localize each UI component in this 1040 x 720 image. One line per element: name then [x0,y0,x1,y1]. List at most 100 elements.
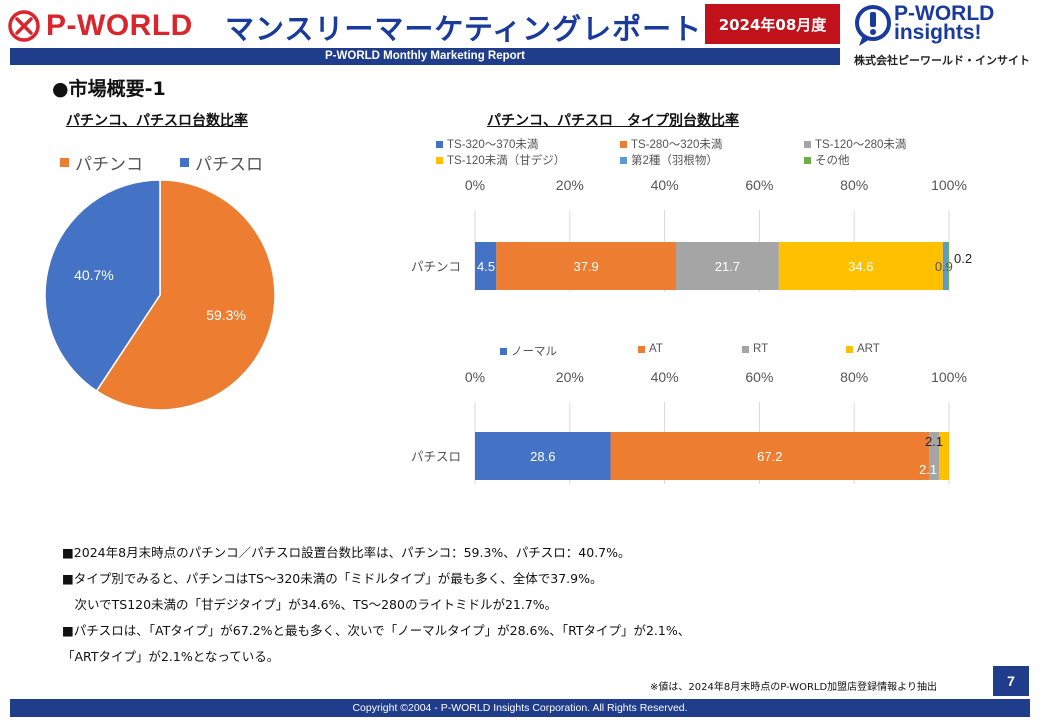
bar-data-label: 67.2 [757,449,782,464]
x-tick-label: 0% [465,369,485,385]
date-badge: 2024年08月度 [705,4,840,44]
legend-item: TS-120未満（甘デジ） [436,152,565,168]
legend-item: ノーマル [500,343,557,359]
stacked-chart-title: パチンコ、パチスロ タイプ別台数比率 [487,113,739,129]
x-tick-label: 100% [931,369,967,385]
bar-segment [948,242,949,290]
logo-text: P-WORLD [46,9,193,42]
x-tick-label: 40% [651,369,679,385]
legend-item: 第2種（羽根物） [620,152,718,168]
legend-swatch [804,156,811,164]
legend-label: ノーマル [511,346,557,358]
x-tick-label: 60% [745,369,773,385]
legend-label: TS-120～280未満 [815,139,907,151]
category-label: パチンコ [411,260,461,274]
legend-swatch [500,347,507,355]
x-tick-label: 100% [931,177,967,193]
pie-legend-label: パチンコ [75,155,143,174]
x-tick-label: 40% [651,177,679,193]
pie-legend-item: パチンコ [60,150,143,175]
pworld-logo-icon [8,10,40,42]
insights-logo: P-WORLD insights! 株式会社ピーワールド・インサイト [852,2,1037,68]
pworld-logo: P-WORLD [8,8,193,44]
bar-data-label: 0.2 [954,251,972,266]
pie-data-label: 40.7% [74,267,114,283]
report-title: マンスリーマーケティングレポート [225,12,703,46]
pie-chart: 59.3% 40.7% [44,179,276,411]
legend-item: TS-280～320未満 [620,136,722,152]
x-tick-label: 20% [556,177,584,193]
legend-label: AT [649,343,663,355]
legend-item: RT [742,343,768,355]
copyright-bar: Copyright ©2004 - P-WORLD Insights Corpo… [10,699,1030,717]
note-line: ■2024年8月末時点のパチンコ／パチスロ設置台数比率は、パチンコ：59.3%、… [62,545,631,560]
x-tick-label: 80% [840,177,868,193]
pie-chart-title: パチンコ、パチスロ台数比率 [66,113,248,129]
bar-data-label: 0.9 [935,259,953,274]
pie-legend-label: パチスロ [195,155,263,174]
pie-slice [95,179,276,411]
legend-item: TS-120～280未満 [804,136,906,152]
bar-segment [942,242,949,290]
bar-data-label: 28.6 [530,449,555,464]
bar-data-label: 21.7 [715,259,740,274]
bar-data-label: 2.1 [925,434,943,449]
pachislot-legend: ノーマル AT RT ART [500,343,940,359]
legend-label: ART [857,343,880,355]
bar-data-label: 2.1 [919,462,937,477]
bar-segment [475,432,611,480]
brand-line1: P-WORLD [894,2,995,25]
bar-data-label: 34.6 [848,259,873,274]
pie-data-label: 59.3% [206,307,246,323]
bar-segment [939,432,949,480]
x-tick-label: 0% [465,177,485,193]
legend-swatch [180,158,189,167]
summary-notes: ■2024年8月末時点のパチンコ／パチスロ設置台数比率は、パチンコ：59.3%、… [62,540,862,670]
pachinko-stacked-bar-chart: 0% 20% 40% 60% 80% 100% パチンコ 4.5 37.9 21.7 34.6 0.9… [411,177,972,292]
bar-data-label: 4.5 [477,259,495,274]
legend-label: TS-320～370未満 [447,139,539,151]
bar-segment [610,432,930,480]
legend-swatch [60,158,69,167]
legend-swatch [638,345,645,353]
page-number: 7 [993,666,1029,696]
legend-label: その他 [815,155,850,167]
legend-swatch [620,140,627,148]
legend-item: TS-320～370未満 [436,136,538,152]
brand-line2: insights! [894,21,982,44]
pachislot-stacked-bar-chart: 0% 20% 40% 60% 80% 100% パチスロ 28.6 67.2 2.1 2.1 [411,369,967,484]
x-tick-label: 20% [556,369,584,385]
pie-legend-item: パチスロ [180,150,263,175]
legend-label: TS-120未満（甘デジ） [447,155,566,167]
bar-segment [496,242,676,290]
bar-data-label: 37.9 [573,259,598,274]
legend-swatch [742,345,749,353]
note-line: 次いでTS120未満の「甘デジタイプ」が34.6%、TS～280のライトミドルが… [62,597,558,612]
bar-segment [475,242,497,290]
legend-swatch [846,345,853,353]
legend-swatch [620,156,627,164]
bar-segment [778,242,943,290]
legend-label: 第2種（羽根物） [631,155,718,167]
note-line: 「ARTタイプ」が2.1%となっている。 [62,649,280,664]
legend-item: AT [638,343,663,355]
x-tick-label: 80% [840,369,868,385]
pie-slice [44,179,161,392]
note-line: ■パチスロは、「ATタイプ」が67.2%と最も多く、次いで「ノーマルタイプ」が2… [62,623,691,638]
exclamation-icon [855,5,891,46]
corp-name: 株式会社ピーワールド・インサイト [854,54,1030,67]
legend-swatch [436,156,443,164]
legend-label: TS-280～320未満 [631,139,723,151]
legend-label: RT [753,343,769,355]
bar-segment [929,432,940,480]
bar-segment [675,242,779,290]
section-heading: ●市場概要-1 [52,78,166,100]
pachinko-legend: TS-320～370未満 TS-280～320未満 TS-120～280未満 T… [436,136,956,170]
legend-item: その他 [804,152,850,168]
footnote: ※値は、2024年8月末時点のP-WORLD加盟店登録情報より抽出 [650,682,937,693]
legend-item: ART [846,343,880,355]
category-label: パチスロ [411,450,461,464]
pie-legend: パチンコ パチスロ [60,150,320,174]
x-tick-label: 60% [745,177,773,193]
legend-swatch [436,140,443,148]
